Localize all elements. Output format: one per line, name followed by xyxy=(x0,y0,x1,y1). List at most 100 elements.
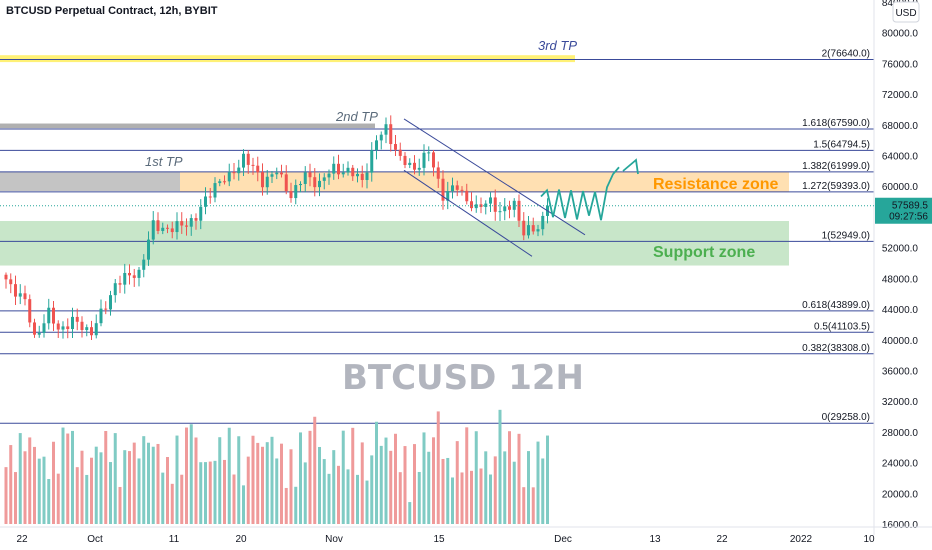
volume-bar xyxy=(451,477,454,524)
x-tick-label: Dec xyxy=(554,534,572,545)
resistance-zone xyxy=(180,171,789,192)
projection-arrow-head xyxy=(622,158,639,175)
volume-bar xyxy=(337,465,340,524)
y-tick-label: 72000.0 xyxy=(882,90,919,101)
volume-bar xyxy=(474,431,478,524)
candle xyxy=(199,206,203,221)
candle xyxy=(246,153,250,165)
candle xyxy=(493,197,497,212)
y-tick-label: 80000.0 xyxy=(882,29,919,40)
candle xyxy=(204,196,207,207)
volume-bar xyxy=(265,442,269,524)
fib-label-0-382: 0.382(38308.0) xyxy=(802,343,870,354)
y-tick-label: 40000.0 xyxy=(882,336,919,347)
volume-bar xyxy=(332,450,336,524)
volume-bar xyxy=(384,437,388,524)
volume-bar xyxy=(33,446,36,524)
volume-bar xyxy=(441,458,445,524)
candle xyxy=(170,228,174,233)
first-tp-zone xyxy=(0,171,180,192)
y-tick-label: 68000.0 xyxy=(882,121,919,132)
candle xyxy=(289,191,293,199)
candle xyxy=(346,167,350,173)
candle xyxy=(175,221,179,233)
y-tick-label: 44000.0 xyxy=(882,305,919,316)
candle xyxy=(341,172,345,175)
candle xyxy=(322,177,326,181)
candle xyxy=(151,220,155,240)
volume-bar xyxy=(189,424,193,524)
candle xyxy=(265,176,269,188)
y-tick-label: 64000.0 xyxy=(882,152,919,163)
candle xyxy=(337,163,340,175)
volume-bar xyxy=(470,470,473,524)
second-tp-label: 2nd TP xyxy=(335,109,378,124)
volume-bar xyxy=(28,437,32,524)
volume-bar xyxy=(493,456,497,524)
candle xyxy=(536,229,540,232)
candle xyxy=(166,227,169,229)
volume-bar xyxy=(303,462,307,524)
candle xyxy=(294,185,298,199)
first-tp-label: 1st TP xyxy=(145,154,183,169)
volume-bar xyxy=(61,427,65,524)
fib-label-0-618: 0.618(43899.0) xyxy=(802,300,870,311)
candle xyxy=(37,332,41,335)
fib-label-0-5: 0.5(41103.5) xyxy=(814,321,870,332)
volume-bar xyxy=(185,427,188,524)
candle xyxy=(389,124,393,145)
volume-bar xyxy=(237,436,241,524)
candle xyxy=(351,167,355,177)
candle xyxy=(242,153,245,168)
x-tick-label: 15 xyxy=(433,534,445,545)
volume-bar xyxy=(351,427,355,524)
volume-bar xyxy=(80,450,84,524)
candle xyxy=(23,293,27,300)
volume-bar xyxy=(118,486,122,524)
candle xyxy=(384,124,388,135)
candle xyxy=(28,299,32,323)
y-tick-label: 76000.0 xyxy=(882,59,919,70)
volume-bar xyxy=(175,435,179,524)
channel-lower-line xyxy=(403,169,533,257)
volume-bar xyxy=(113,433,117,524)
fib-label-1-382: 1.382(61999.0) xyxy=(802,161,870,172)
volume-bar xyxy=(398,472,402,524)
volume-bar xyxy=(66,433,70,524)
candle xyxy=(432,152,435,168)
support-zone-label: Support zone xyxy=(653,244,755,261)
volume-bar xyxy=(422,432,426,524)
candle xyxy=(299,183,302,186)
volume-bar xyxy=(147,442,150,524)
volume-bar xyxy=(261,446,264,524)
candle xyxy=(18,293,22,297)
volume-bar xyxy=(109,462,112,524)
volume-bar xyxy=(166,457,169,524)
volume-bar xyxy=(375,421,378,524)
candle xyxy=(479,204,483,207)
candle xyxy=(213,183,217,198)
candle xyxy=(451,185,454,192)
volume-bar xyxy=(180,474,184,524)
volume-bar xyxy=(341,430,345,524)
volume-bar xyxy=(52,441,55,524)
candle xyxy=(455,185,459,190)
candle xyxy=(237,167,241,174)
candle xyxy=(104,308,108,310)
current-price-tag xyxy=(875,197,932,224)
candle xyxy=(99,308,103,324)
volume-bar xyxy=(403,446,407,524)
volume-bar xyxy=(270,436,274,524)
candle xyxy=(142,259,146,270)
candle xyxy=(14,284,17,297)
volume-bar xyxy=(527,451,530,524)
candle xyxy=(132,275,136,278)
volume-bar xyxy=(128,451,131,524)
candle xyxy=(427,152,431,154)
x-tick-label: 20 xyxy=(235,534,247,545)
candle xyxy=(4,274,8,280)
fib-label-1-5: 1.5(64794.5) xyxy=(813,139,870,150)
volume-bar xyxy=(47,479,51,524)
candle xyxy=(261,172,264,188)
candle xyxy=(446,191,450,201)
